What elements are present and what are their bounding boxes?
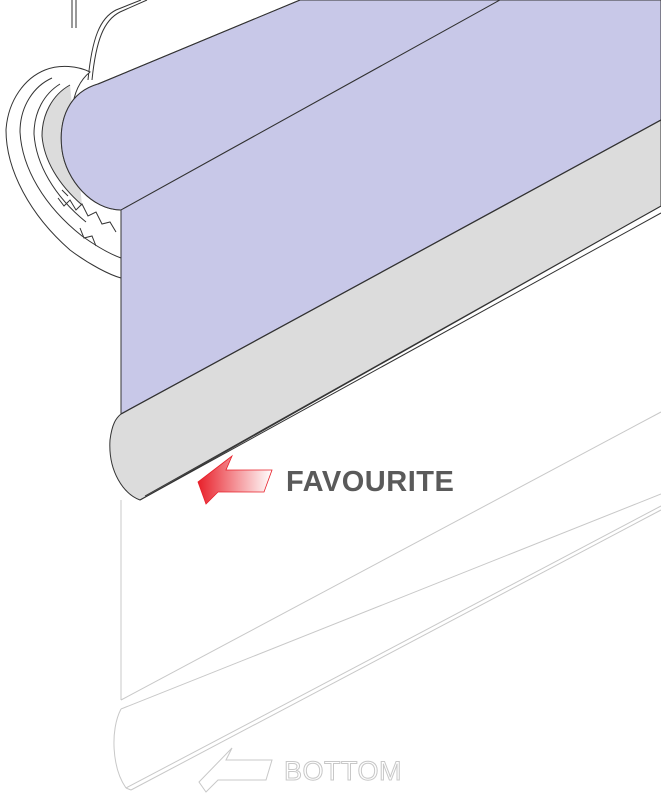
arrow-left-outline-icon xyxy=(198,747,273,793)
fabric-panel xyxy=(120,0,661,415)
favourite-label: FAVOURITE xyxy=(286,466,454,498)
bottom-label: BOTTOM xyxy=(284,756,402,786)
arrow-left-icon xyxy=(197,454,273,505)
bottom-rail xyxy=(109,119,661,501)
mounting-wire xyxy=(71,0,148,81)
ghost-bottom-blind xyxy=(113,411,661,791)
